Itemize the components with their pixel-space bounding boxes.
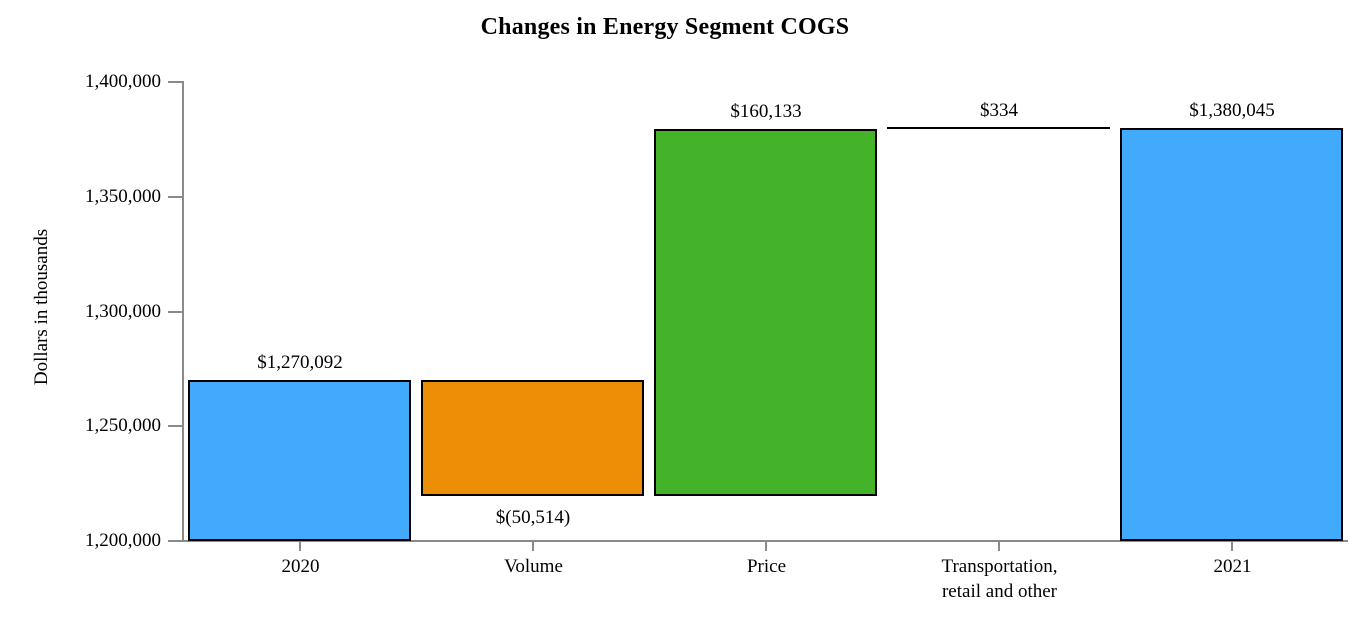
x-tick-mark — [299, 541, 301, 551]
x-tick-mark — [1231, 541, 1233, 551]
y-tick-mark — [168, 425, 184, 428]
value-label-4: $334 — [980, 99, 1018, 121]
x-tick-mark — [765, 541, 767, 551]
bar-transportation- — [887, 126, 1110, 129]
y-tick-label: 1,200,000 — [85, 530, 161, 551]
value-label-2: $(50,514) — [495, 507, 571, 529]
y-tick-label: 1,350,000 — [85, 185, 161, 207]
y-tick-label: 1,250,000 — [85, 415, 161, 437]
y-tick-label: 1,300,000 — [85, 300, 161, 322]
x-tick-label-5: 2021 — [1213, 556, 1252, 577]
y-tick-label: 1,400,000 — [85, 71, 161, 92]
y-tick-mark — [168, 195, 184, 198]
bar-2021 — [1120, 127, 1343, 541]
x-tick-label-3: Price — [746, 556, 787, 577]
chart-title: Changes in Energy Segment COGS — [480, 14, 850, 40]
x-axis-line — [168, 540, 1348, 542]
value-label-5: $1,380,045 — [1189, 99, 1275, 121]
x-tick-label-1: 2020 — [281, 556, 320, 577]
y-tick-mark — [168, 310, 184, 313]
x-tick-label-2: Volume — [504, 556, 563, 577]
x-tick-mark — [998, 541, 1000, 551]
x-tick-label-4: Transportation, retail and other — [941, 556, 1058, 602]
x-tick-mark — [532, 541, 534, 551]
value-label-3: $160,133 — [730, 100, 802, 122]
y-tick-mark — [168, 81, 184, 83]
bar-price — [654, 128, 877, 497]
bar-2020 — [188, 380, 411, 541]
y-tick-mark — [168, 540, 184, 542]
value-label-1: $1,270,092 — [257, 352, 343, 374]
bar-volume — [421, 380, 644, 497]
